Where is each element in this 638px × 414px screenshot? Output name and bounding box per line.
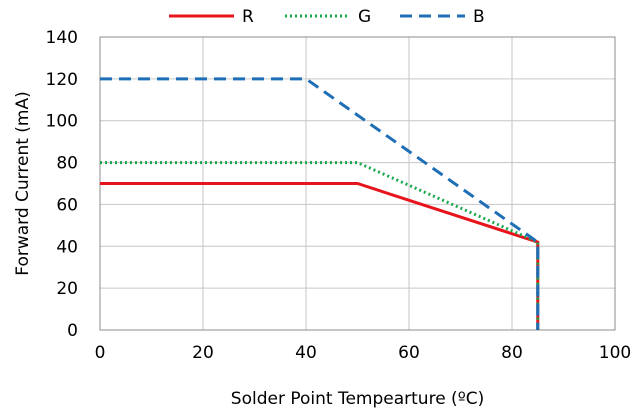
- y-tick-label: 40: [56, 237, 78, 257]
- y-tick-label: 100: [46, 112, 78, 132]
- y-tick-label: 80: [56, 154, 78, 174]
- series-line-g: [100, 161, 540, 330]
- series-layer: [100, 77, 540, 330]
- y-axis-label: Forward Current (mA): [13, 91, 33, 275]
- x-tick-label: 80: [501, 343, 523, 363]
- x-tick-label: 40: [295, 343, 317, 363]
- x-tick-labels: 0 20 40 60 80 100: [95, 343, 632, 363]
- legend-label-r: R: [242, 7, 254, 27]
- y-tick-label: 60: [56, 195, 78, 215]
- x-tick-label: 20: [192, 343, 214, 363]
- y-tick-label: 20: [56, 279, 78, 299]
- y-tick-label: 120: [46, 70, 78, 90]
- y-tick-label: 140: [46, 28, 78, 48]
- legend-label-b: B: [473, 7, 485, 27]
- y-tick-label: 0: [67, 321, 78, 341]
- legend-label-g: G: [358, 7, 371, 27]
- x-axis-label: Solder Point Tempearture (ºC): [231, 389, 484, 409]
- y-tick-labels: 0 20 40 60 80 100 120 140: [46, 28, 78, 341]
- series-line-r: [100, 182, 540, 330]
- series-line-b: [100, 77, 540, 330]
- x-tick-label: 0: [95, 343, 106, 363]
- x-tick-label: 60: [398, 343, 420, 363]
- x-tick-label: 100: [599, 343, 631, 363]
